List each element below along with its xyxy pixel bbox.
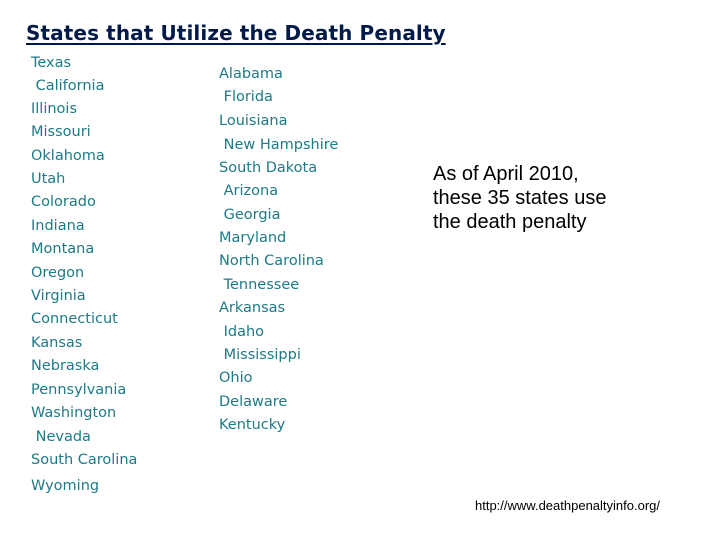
source-url: http://www.deathpenaltyinfo.org/ (475, 498, 661, 513)
state-item: North Carolina (219, 253, 324, 269)
state-item: Ohio (219, 370, 253, 386)
state-item: Georgia (219, 207, 281, 223)
state-item: California (31, 78, 105, 94)
state-item: Virginia (31, 288, 86, 304)
state-item: New Hampshire (219, 137, 339, 153)
state-item: Alabama (219, 66, 283, 82)
state-item: Utah (31, 171, 66, 187)
state-item: Mississippi (219, 347, 301, 363)
state-item: Tennessee (219, 277, 300, 293)
state-item: Connecticut (31, 311, 118, 327)
state-item: Missouri (31, 124, 91, 140)
state-item: Oklahoma (31, 148, 105, 164)
state-item: Maryland (219, 230, 287, 246)
state-item: Nevada (31, 429, 91, 445)
state-item: Oregon (31, 265, 85, 281)
state-item: Montana (31, 241, 95, 257)
state-item: Illinois (31, 101, 78, 117)
summary-note-line: these 35 states use (433, 187, 607, 209)
state-item: Florida (219, 89, 273, 105)
state-item: South Dakota (219, 160, 318, 176)
state-item: Pennsylvania (31, 382, 127, 398)
summary-note-line: the death penalty (433, 211, 587, 233)
summary-note: As of April 2010, these 35 states use th… (433, 162, 663, 234)
state-item: Louisiana (219, 113, 288, 129)
slide-title: States that Utilize the Death Penalty (26, 21, 446, 45)
state-item: Nebraska (31, 358, 100, 374)
state-item: Arkansas (219, 300, 286, 316)
state-item: Kentucky (219, 417, 286, 433)
summary-note-line: As of April 2010, (433, 163, 579, 185)
state-item: South Carolina (31, 452, 138, 468)
state-item: Colorado (31, 194, 96, 210)
state-item: Texas (31, 55, 72, 71)
state-item: Washington (31, 405, 117, 421)
state-item: Delaware (219, 394, 288, 410)
state-item: Idaho (219, 324, 265, 340)
state-item: Wyoming (31, 478, 100, 494)
state-item: Kansas (31, 335, 83, 351)
state-item: Indiana (31, 218, 85, 234)
state-item: Arizona (219, 183, 279, 199)
